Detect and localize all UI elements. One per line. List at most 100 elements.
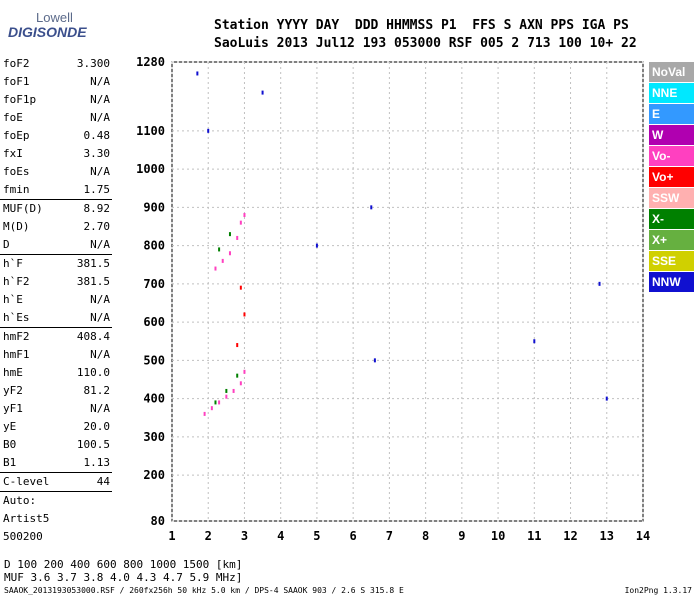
- data-point: [225, 388, 228, 393]
- param-label: foEs: [3, 165, 30, 178]
- y-tick-label: 900: [143, 200, 165, 214]
- scaled-parameters-panel: foF2 3.300 foF1 N/A foF1p N/A foE N/A foEp 0.48 fx…: [0, 55, 112, 546]
- param-value: 2.70: [83, 220, 111, 233]
- data-point: [261, 90, 264, 95]
- param-value: 408.4: [76, 330, 110, 343]
- auto-scaling-line: 500200: [0, 528, 112, 546]
- data-point: [533, 339, 536, 344]
- x-tick-label: 8: [422, 529, 429, 543]
- x-tick-label: 14: [636, 529, 650, 543]
- data-point: [214, 266, 217, 271]
- param-row: fxI 3.30: [0, 145, 112, 163]
- y-tick-label: 1000: [136, 162, 165, 176]
- y-tick-label: 1280: [136, 55, 165, 69]
- param-value: N/A: [90, 348, 110, 361]
- param-row: foEp 0.48: [0, 127, 112, 145]
- data-point: [210, 406, 213, 411]
- param-value: 110.0: [76, 366, 110, 379]
- legend-item-ssw: SSW: [649, 188, 694, 208]
- param-row: yF1 N/A: [0, 400, 112, 418]
- param-row: B1 1.13: [0, 454, 112, 472]
- y-tick-label: 200: [143, 468, 165, 482]
- param-value: 1.75: [83, 183, 111, 196]
- plot-frame: [171, 61, 644, 522]
- param-value: N/A: [90, 238, 110, 251]
- param-label: foF1: [3, 75, 30, 88]
- legend-item-vo: Vo-: [649, 146, 694, 166]
- param-label: foE: [3, 111, 23, 124]
- param-value: 20.0: [83, 420, 111, 433]
- param-label: h`F: [3, 257, 23, 270]
- data-point: [232, 388, 235, 393]
- legend-item-x: X+: [649, 230, 694, 250]
- param-label: fxI: [3, 147, 23, 160]
- param-row: hmF1 N/A: [0, 346, 112, 364]
- auto-scaling-text: 500200: [3, 530, 43, 543]
- y-tick-label: 80: [151, 514, 165, 528]
- param-label: B1: [3, 456, 17, 469]
- param-row: fmin 1.75: [0, 181, 112, 199]
- param-value: N/A: [90, 165, 110, 178]
- legend-item-e: E: [649, 104, 694, 124]
- param-label: yF2: [3, 384, 23, 397]
- x-tick-label: 12: [563, 529, 577, 543]
- x-tick-label: 4: [277, 529, 284, 543]
- x-tick-label: 3: [241, 529, 248, 543]
- distance-values: 100 200 400 600 800 1000 1500 [km]: [10, 558, 243, 571]
- param-separator: [0, 491, 112, 492]
- param-label: h`E: [3, 293, 23, 306]
- param-row: B0 100.5: [0, 436, 112, 454]
- polarization-legend: NoVal NNE E W Vo- Vo+ SSW X- X+ SSE NNW: [649, 62, 694, 293]
- data-point: [218, 400, 221, 405]
- param-row: foEs N/A: [0, 163, 112, 181]
- legend-item-nnw: NNW: [649, 272, 694, 292]
- param-value: N/A: [90, 75, 110, 88]
- data-point: [370, 205, 373, 210]
- data-point: [207, 128, 210, 133]
- param-row: h`Es N/A: [0, 309, 112, 327]
- param-value: 1.13: [83, 456, 111, 469]
- data-point: [225, 394, 228, 399]
- muf-row: MUF 3.6 3.7 3.8 4.0 4.3 4.7 5.9 MHz]: [4, 571, 242, 584]
- param-separator: [0, 327, 112, 328]
- param-row: yF2 81.2: [0, 382, 112, 400]
- x-tick-label: 2: [205, 529, 212, 543]
- param-row: hmE 110.0: [0, 364, 112, 382]
- data-point: [373, 358, 376, 363]
- param-label: yF1: [3, 402, 23, 415]
- param-row: hmF2 408.4: [0, 328, 112, 346]
- data-point: [228, 232, 231, 237]
- param-row: h`F 381.5: [0, 255, 112, 273]
- legend-item-nne: NNE: [649, 83, 694, 103]
- x-tick-label: 6: [350, 529, 357, 543]
- data-point: [598, 281, 601, 286]
- param-value: 8.92: [83, 202, 111, 215]
- param-value: 381.5: [76, 257, 110, 270]
- param-label: M(D): [3, 220, 30, 233]
- data-point: [315, 243, 318, 248]
- distance-row-label: D: [4, 558, 11, 571]
- clevel-row: C-level 44: [0, 473, 112, 491]
- data-point: [236, 373, 239, 378]
- param-row: h`E N/A: [0, 291, 112, 309]
- param-value: 0.48: [83, 129, 111, 142]
- param-row: M(D) 2.70: [0, 218, 112, 236]
- data-point: [228, 251, 231, 256]
- param-label: hmF2: [3, 330, 30, 343]
- y-tick-label: 400: [143, 392, 165, 406]
- distance-muf-table: D 100 200 400 600 800 1000 1500 [km] MUF…: [4, 558, 242, 584]
- x-tick-label: 13: [600, 529, 614, 543]
- muf-row-label: MUF: [4, 571, 24, 584]
- header-values: SaoLuis 2013 Jul12 193 053000 RSF 005 2 …: [214, 36, 637, 51]
- legend-item-w: W: [649, 125, 694, 145]
- data-point: [221, 258, 224, 263]
- param-value: N/A: [90, 293, 110, 306]
- param-label: yE: [3, 420, 17, 433]
- param-label: fmin: [3, 183, 30, 196]
- legend-item-x: X-: [649, 209, 694, 229]
- param-value: 381.5: [76, 275, 110, 288]
- x-tick-label: 9: [458, 529, 465, 543]
- param-label: h`Es: [3, 311, 30, 324]
- param-value: 81.2: [83, 384, 111, 397]
